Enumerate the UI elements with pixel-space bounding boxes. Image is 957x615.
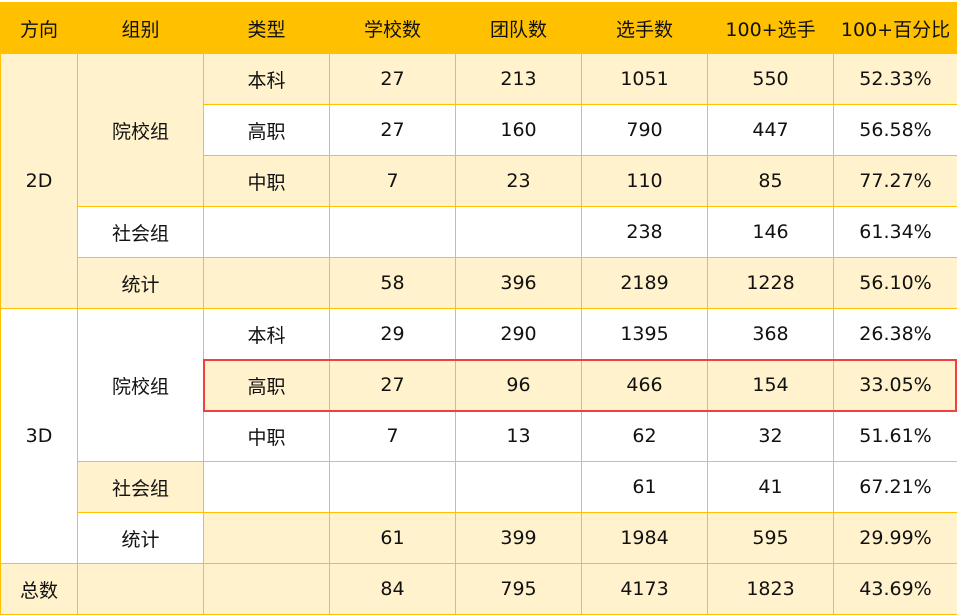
team-count-cell: 213 bbox=[456, 54, 582, 105]
school-count-cell: 7 bbox=[330, 411, 456, 462]
type-cell: 中职 bbox=[204, 156, 330, 207]
type-cell: 高职 bbox=[204, 360, 330, 411]
school-count-cell: 27 bbox=[330, 360, 456, 411]
100plus-players-cell: 1228 bbox=[708, 258, 834, 309]
100plus-percent-cell: 61.34% bbox=[834, 207, 957, 258]
player-count-cell: 1984 bbox=[582, 513, 708, 564]
school-count-cell: 27 bbox=[330, 105, 456, 156]
player-count-cell: 62 bbox=[582, 411, 708, 462]
100plus-players-cell: 550 bbox=[708, 54, 834, 105]
player-count-cell: 2189 bbox=[582, 258, 708, 309]
100plus-players-cell: 85 bbox=[708, 156, 834, 207]
group-cell: 统计 bbox=[78, 513, 204, 564]
100plus-players-cell: 447 bbox=[708, 105, 834, 156]
header-100plus-players: 100+选手 bbox=[708, 3, 834, 54]
header-group: 组别 bbox=[78, 3, 204, 54]
school-count-cell: 58 bbox=[330, 258, 456, 309]
type-cell bbox=[204, 564, 330, 615]
group-cell: 院校组 bbox=[78, 309, 204, 462]
100plus-players-cell: 1823 bbox=[708, 564, 834, 615]
player-count-cell: 466 bbox=[582, 360, 708, 411]
header-school-count: 学校数 bbox=[330, 3, 456, 54]
100plus-percent-cell: 26.38% bbox=[834, 309, 957, 360]
100plus-percent-cell: 77.27% bbox=[834, 156, 957, 207]
100plus-percent-cell: 67.21% bbox=[834, 462, 957, 513]
100plus-players-cell: 32 bbox=[708, 411, 834, 462]
group-cell: 社会组 bbox=[78, 462, 204, 513]
100plus-percent-cell: 52.33% bbox=[834, 54, 957, 105]
group-cell: 社会组 bbox=[78, 207, 204, 258]
100plus-percent-cell: 56.10% bbox=[834, 258, 957, 309]
school-count-cell: 29 bbox=[330, 309, 456, 360]
direction-cell: 2D bbox=[1, 54, 78, 309]
school-count-cell: 84 bbox=[330, 564, 456, 615]
header-100plus-percent: 100+百分比 bbox=[834, 3, 957, 54]
type-cell bbox=[204, 207, 330, 258]
100plus-players-cell: 154 bbox=[708, 360, 834, 411]
team-count-cell bbox=[456, 207, 582, 258]
100plus-percent-cell: 29.99% bbox=[834, 513, 957, 564]
team-count-cell: 23 bbox=[456, 156, 582, 207]
team-count-cell bbox=[456, 462, 582, 513]
group-cell: 院校组 bbox=[78, 54, 204, 207]
100plus-percent-cell: 56.58% bbox=[834, 105, 957, 156]
group-cell bbox=[78, 564, 204, 615]
direction-cell: 3D bbox=[1, 309, 78, 564]
type-cell: 本科 bbox=[204, 309, 330, 360]
direction-cell: 总数 bbox=[1, 564, 78, 615]
header-type: 类型 bbox=[204, 3, 330, 54]
100plus-players-cell: 41 bbox=[708, 462, 834, 513]
group-cell: 统计 bbox=[78, 258, 204, 309]
type-cell: 高职 bbox=[204, 105, 330, 156]
100plus-players-cell: 146 bbox=[708, 207, 834, 258]
player-count-cell: 238 bbox=[582, 207, 708, 258]
team-count-cell: 96 bbox=[456, 360, 582, 411]
team-count-cell: 290 bbox=[456, 309, 582, 360]
school-count-cell: 7 bbox=[330, 156, 456, 207]
school-count-cell bbox=[330, 207, 456, 258]
header-team-count: 团队数 bbox=[456, 3, 582, 54]
player-count-cell: 1395 bbox=[582, 309, 708, 360]
100plus-players-cell: 368 bbox=[708, 309, 834, 360]
type-cell bbox=[204, 513, 330, 564]
school-count-cell: 61 bbox=[330, 513, 456, 564]
team-count-cell: 396 bbox=[456, 258, 582, 309]
type-cell bbox=[204, 462, 330, 513]
school-count-cell bbox=[330, 462, 456, 513]
player-count-cell: 4173 bbox=[582, 564, 708, 615]
player-count-cell: 1051 bbox=[582, 54, 708, 105]
team-count-cell: 795 bbox=[456, 564, 582, 615]
100plus-players-cell: 595 bbox=[708, 513, 834, 564]
player-count-cell: 790 bbox=[582, 105, 708, 156]
player-count-cell: 61 bbox=[582, 462, 708, 513]
header-player-count: 选手数 bbox=[582, 3, 708, 54]
100plus-percent-cell: 33.05% bbox=[834, 360, 957, 411]
100plus-percent-cell: 43.69% bbox=[834, 564, 957, 615]
type-cell bbox=[204, 258, 330, 309]
type-cell: 中职 bbox=[204, 411, 330, 462]
header-direction: 方向 bbox=[1, 3, 78, 54]
team-count-cell: 399 bbox=[456, 513, 582, 564]
team-count-cell: 160 bbox=[456, 105, 582, 156]
player-count-cell: 110 bbox=[582, 156, 708, 207]
type-cell: 本科 bbox=[204, 54, 330, 105]
100plus-percent-cell: 51.61% bbox=[834, 411, 957, 462]
school-count-cell: 27 bbox=[330, 54, 456, 105]
team-count-cell: 13 bbox=[456, 411, 582, 462]
